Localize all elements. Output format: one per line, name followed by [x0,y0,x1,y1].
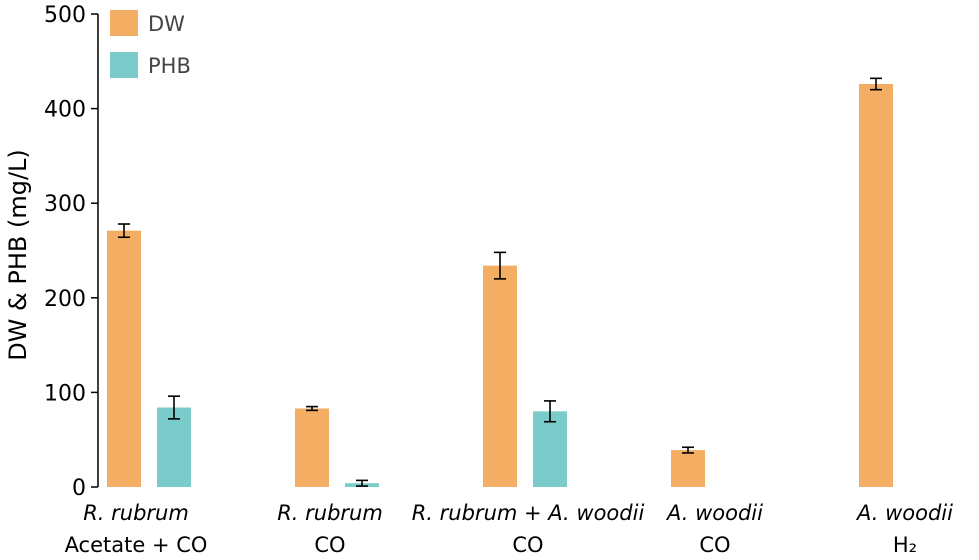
legend-swatch-phb [110,52,138,78]
category-label-line2: H₂ [893,533,917,557]
bar-dw-0 [107,230,141,487]
category-label-line1: R. rubrum + A. woodii [412,501,645,525]
bar-dw-3 [671,450,705,487]
category-label-segment: R. rubrum [277,501,383,525]
legend-label-phb: PHB [148,54,191,78]
bar-dw-4 [859,84,893,487]
legend-label-dw: DW [148,12,185,36]
y-axis-title: DW & PHB (mg/L) [4,149,32,361]
category-label-segment: A. woodii [546,501,644,525]
y-tick-label: 200 [44,287,86,312]
legend: DW PHB [110,10,191,78]
category-label-segment: + [517,501,548,525]
y-tick-labels: 0 100 200 300 400 500 [44,3,86,501]
x-category-labels: R. rubrum Acetate + CO R. rubrum CO R. rubru… [65,501,954,557]
category-label-segment: A. woodii [665,501,763,525]
category-label-segment: R. rubrum [412,501,518,525]
axes [91,13,99,488]
category-label-line2: CO [512,533,543,557]
bar-phb-0 [157,407,191,487]
y-tick-label: 300 [44,192,86,217]
error-bar-dw-3 [682,446,694,454]
category-label-line1: A. woodii [665,501,763,525]
error-bar-dw-4 [870,77,882,91]
error-bar-phb-0 [168,395,180,420]
bar-dw-2 [483,265,517,487]
category-label-line2: CO [314,533,345,557]
error-bar-phb-1 [356,479,368,487]
y-tick-label: 100 [44,381,86,406]
category-label-segment: R. rubrum [83,501,189,525]
error-bars [118,77,882,487]
y-tick-label: 0 [72,476,86,501]
bar-phb-2 [533,411,567,487]
category-label-segment: A. woodii [855,501,953,525]
category-label-line1: A. woodii [855,501,953,525]
error-bar-dw-2 [494,251,506,280]
category-label-line2: Acetate + CO [65,533,208,557]
error-bar-phb-2 [544,400,556,423]
error-bar-dw-0 [118,223,130,239]
bars [107,84,893,487]
y-tick-label: 500 [44,3,86,28]
category-label-line1: R. rubrum [83,501,189,525]
bar-dw-1 [295,408,329,487]
error-bar-dw-1 [306,405,318,412]
category-label-line2: CO [699,533,730,557]
category-label-line1: R. rubrum [277,501,383,525]
legend-swatch-dw [110,10,138,36]
y-tick-label: 400 [44,98,86,123]
